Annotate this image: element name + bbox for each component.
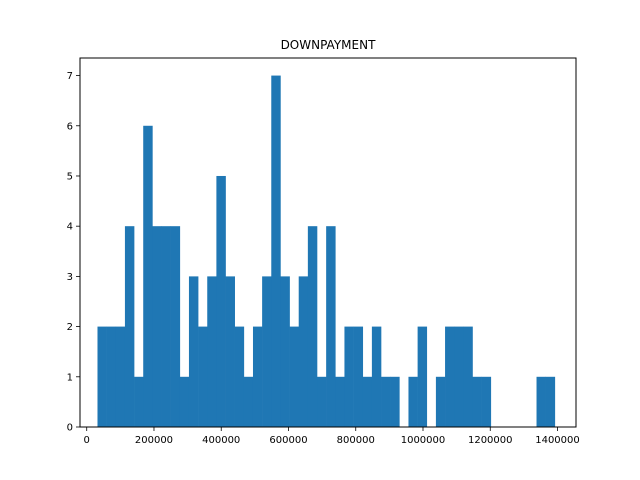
histogram-bar [97,326,107,427]
histogram-bar [198,326,208,427]
histogram-bar [252,326,263,427]
histogram-bar [435,376,446,427]
histogram-bar [463,326,473,427]
histogram-bar [371,326,382,427]
histogram-bar [115,326,126,427]
y-tick-label: 1 [67,372,73,383]
histogram-bar [124,226,135,427]
x-tick-label: 1200000 [468,435,513,446]
y-tick-label: 5 [67,171,73,182]
histogram-bar [243,376,254,427]
y-axis: 0 1 2 3 4 5 6 7 [67,71,80,434]
y-tick-label: 0 [67,423,73,434]
histogram-bar [344,326,354,427]
histogram-bar [152,226,162,427]
plot-frame [79,57,577,428]
x-tick-label: 0 [84,435,90,446]
histogram-bar [536,376,546,427]
histogram-bar [143,125,153,427]
histogram-bar [134,376,144,427]
x-tick-label: 200000 [135,435,173,446]
histogram-bar [262,276,272,427]
y-tick-label: 4 [67,222,73,233]
y-tick-label: 3 [67,272,73,283]
histogram-bar [472,376,482,427]
y-tick-label: 6 [67,121,73,132]
histogram-bar [234,326,245,427]
histogram-bar [225,276,235,427]
y-tick-label: 7 [67,71,73,82]
x-axis: 0 200000 400000 600000 800000 1000000 1200000 1… [84,427,580,446]
histogram-bar [481,376,492,427]
histogram-bar [216,175,226,427]
histogram-bar [335,376,345,427]
histogram-bar [106,326,117,427]
x-tick-label: 1000000 [401,435,446,446]
histogram-bar [317,376,327,427]
histogram-bar [307,226,318,427]
histogram-bar [381,376,391,427]
x-tick-label: 1400000 [535,435,580,446]
histogram-bar [179,376,190,427]
histogram-bar [207,276,217,427]
histogram-bar [417,326,428,427]
chart-title: DOWNPAYMENT [281,38,377,52]
histogram-bar [271,75,281,428]
histogram-bar [280,276,290,427]
histogram-bar [408,376,418,427]
histogram-bar [390,376,400,427]
x-tick-label: 600000 [269,435,307,446]
histogram-bar [353,326,364,427]
x-tick-label: 800000 [337,435,375,446]
bars-group [97,75,556,428]
histogram-bar [161,226,171,427]
histogram-bar [454,326,464,427]
histogram-bar [170,226,181,427]
y-tick-label: 2 [67,322,73,333]
histogram-bar [545,376,556,427]
histogram-bar [289,326,300,427]
histogram-bar [362,376,373,427]
histogram-bar [188,276,199,427]
histogram-bar [326,226,336,427]
x-tick-label: 400000 [202,435,240,446]
histogram-bar [445,326,455,427]
histogram-bar [298,276,309,427]
